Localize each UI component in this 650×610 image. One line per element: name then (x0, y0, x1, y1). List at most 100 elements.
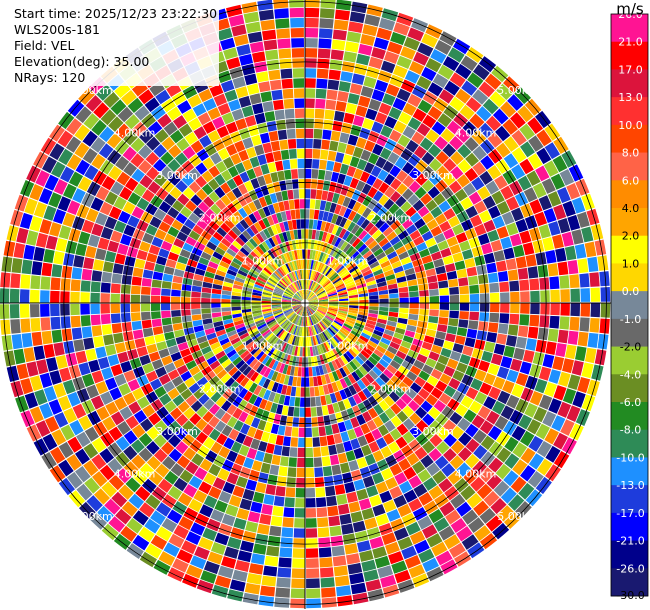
velocity-gate (323, 342, 330, 352)
velocity-gate (294, 98, 305, 108)
velocity-gate (29, 289, 40, 303)
velocity-gate (297, 158, 305, 169)
velocity-gate (473, 500, 489, 516)
velocity-gate (450, 425, 464, 440)
velocity-gate (208, 486, 222, 499)
velocity-gate (264, 111, 276, 122)
velocity-gate (294, 346, 299, 356)
velocity-gate (389, 486, 403, 499)
colorbar-tick-label: 2.0 (622, 230, 640, 243)
velocity-gate (567, 330, 579, 345)
velocity-gate (93, 488, 110, 505)
velocity-gate (377, 318, 387, 325)
velocity-gate (339, 378, 348, 389)
velocity-gate (389, 341, 400, 350)
velocity-gate (114, 82, 131, 98)
velocity-gate (487, 132, 503, 148)
velocity-gate (342, 243, 352, 253)
velocity-gate (288, 313, 296, 321)
velocity-gate (307, 347, 311, 357)
velocity-gate (306, 290, 311, 300)
velocity-gate (199, 458, 213, 472)
velocity-gate (457, 417, 471, 432)
velocity-gate (305, 498, 316, 508)
velocity-gate (319, 436, 328, 447)
velocity-gate (280, 149, 290, 160)
velocity-gate (318, 230, 324, 241)
velocity-gate (67, 436, 83, 453)
velocity-gate (26, 230, 39, 246)
velocity-gate (458, 277, 469, 287)
velocity-gate (198, 537, 214, 551)
velocity-gate (293, 78, 305, 88)
velocity-gate (559, 316, 570, 330)
velocity-gate (328, 327, 336, 336)
velocity-gate (163, 381, 175, 393)
velocity-gate (233, 280, 244, 287)
velocity-gate (262, 294, 272, 298)
velocity-gate (270, 402, 278, 414)
velocity-gate (171, 316, 182, 324)
velocity-gate (358, 95, 371, 108)
velocity-gate (121, 90, 137, 106)
velocity-gate (254, 316, 264, 323)
velocity-gate (290, 588, 305, 599)
velocity-gate (291, 325, 297, 335)
velocity-gate (280, 254, 287, 264)
velocity-gate (120, 303, 131, 313)
velocity-gate (388, 551, 404, 565)
velocity-gate (29, 216, 43, 232)
velocity-gate (552, 155, 568, 173)
velocity-gate (414, 539, 430, 554)
velocity-gate (590, 287, 601, 302)
velocity-gate (282, 517, 294, 528)
velocity-gate (101, 367, 114, 380)
velocity-gate (400, 393, 413, 405)
ring-label: 2.00km (370, 382, 412, 395)
velocity-gate (497, 390, 511, 405)
velocity-gate (258, 81, 271, 93)
velocity-gate (379, 306, 389, 312)
velocity-gate (353, 168, 364, 180)
velocity-gate (305, 48, 318, 58)
velocity-gate (334, 9, 350, 21)
velocity-gate (179, 469, 194, 483)
velocity-gate (306, 558, 319, 568)
velocity-gate (298, 179, 305, 189)
velocity-gate (33, 151, 49, 169)
velocity-gate (278, 557, 292, 568)
velocity-gate (61, 328, 73, 342)
velocity-gate (428, 448, 442, 462)
velocity-gate (448, 215, 460, 228)
velocity-gate (425, 129, 440, 143)
velocity-gate (375, 437, 388, 450)
velocity-gate (224, 89, 238, 102)
velocity-gate (286, 323, 293, 332)
velocity-gate (476, 264, 487, 275)
velocity-gate (39, 402, 53, 419)
velocity-gate (413, 483, 428, 498)
velocity-gate (271, 371, 279, 382)
velocity-gate (136, 249, 148, 261)
velocity-gate (287, 139, 297, 149)
velocity-gate (292, 314, 298, 324)
velocity-gate (58, 441, 74, 459)
velocity-gate (351, 1, 368, 14)
velocity-gate (183, 484, 198, 498)
velocity-gate (141, 189, 155, 203)
velocity-gate (201, 298, 211, 303)
velocity-gate (258, 595, 275, 607)
velocity-gate (316, 290, 326, 296)
velocity-gate (309, 377, 314, 387)
velocity-gate (117, 351, 129, 364)
velocity-gate (287, 220, 294, 231)
velocity-gate (311, 417, 318, 427)
velocity-gate (224, 322, 235, 329)
velocity-gate (283, 375, 290, 385)
velocity-gate (282, 277, 290, 286)
velocity-gate (294, 315, 300, 325)
velocity-gate (507, 94, 524, 111)
velocity-gate (289, 261, 295, 272)
velocity-gate (430, 368, 443, 380)
velocity-gate (6, 225, 19, 242)
